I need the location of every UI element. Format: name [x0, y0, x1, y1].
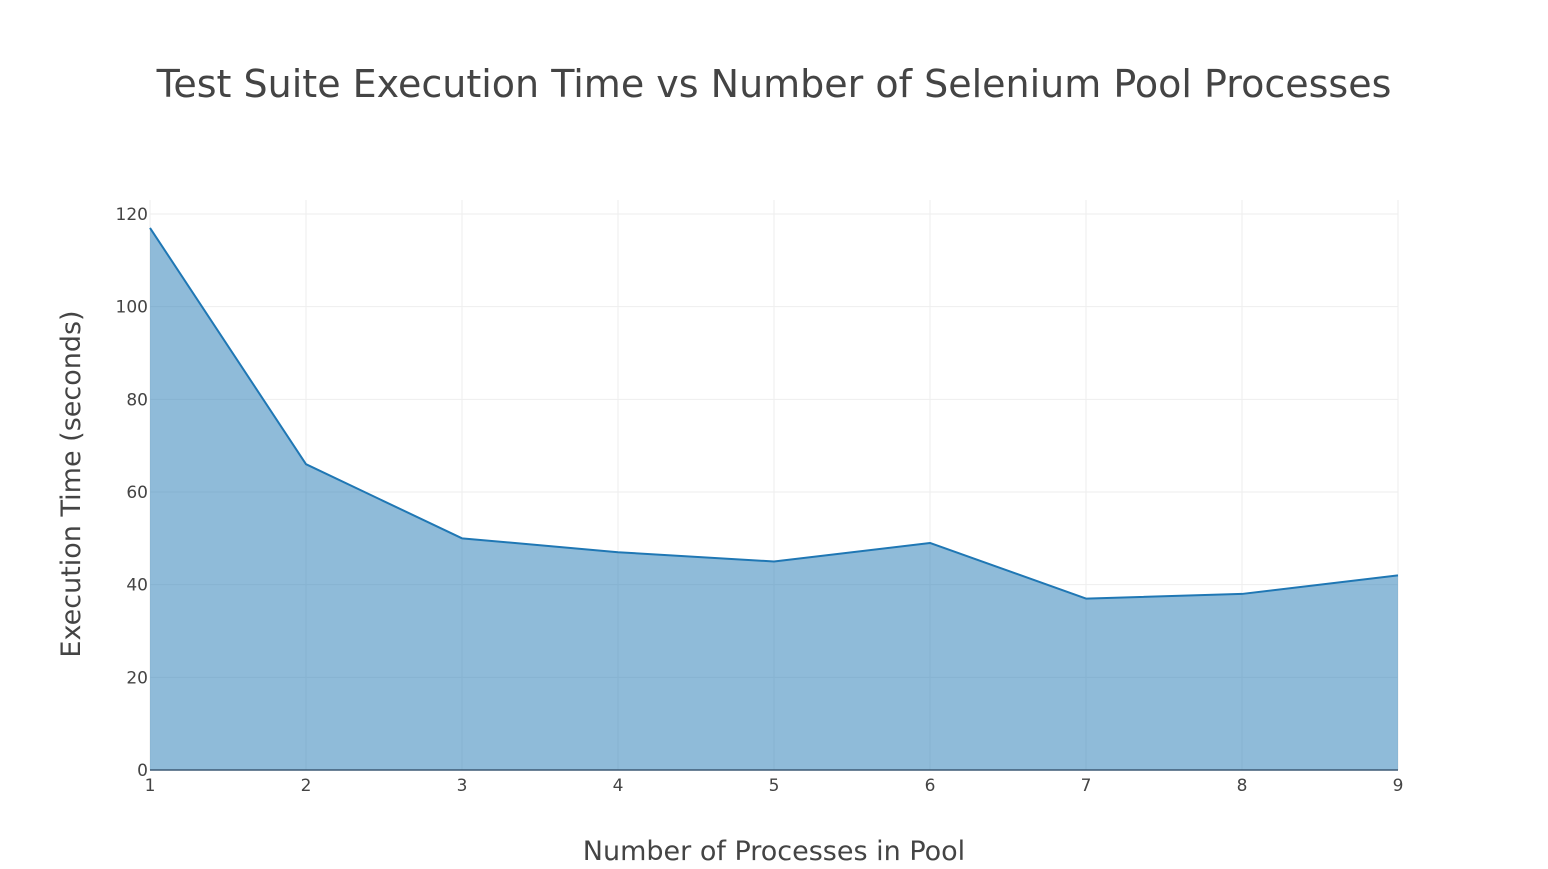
x-tick-label: 2 — [301, 776, 312, 796]
y-tick-label: 100 — [116, 298, 148, 318]
x-tick-label: 4 — [613, 776, 624, 796]
y-tick-label: 80 — [126, 390, 148, 410]
x-tick-label: 5 — [769, 776, 780, 796]
x-tick-label: 8 — [1237, 776, 1248, 796]
series-line — [149, 227, 1399, 600]
y-tick-label: 40 — [126, 576, 148, 596]
x-tick-label: 6 — [925, 776, 936, 796]
chart-title: Test Suite Execution Time vs Number of S… — [156, 62, 1392, 106]
axes: 1 2 3 4 5 6 7 8 9 0 20 40 60 80 100 120 — [116, 205, 1404, 796]
x-axis-title: Number of Processes in Pool — [583, 836, 965, 867]
y-tick-label: 120 — [116, 205, 148, 225]
y-axis-title: Execution Time (seconds) — [56, 310, 87, 657]
x-tick-label: 9 — [1393, 776, 1404, 796]
y-tick-label: 0 — [137, 761, 148, 781]
x-tick-label: 1 — [145, 776, 156, 796]
y-tick-label: 60 — [126, 483, 148, 503]
y-tick-label: 20 — [126, 668, 148, 688]
area-series — [149, 227, 1399, 770]
x-tick-label: 7 — [1081, 776, 1092, 796]
area-fill — [150, 227, 1398, 770]
x-tick-label: 3 — [457, 776, 468, 796]
